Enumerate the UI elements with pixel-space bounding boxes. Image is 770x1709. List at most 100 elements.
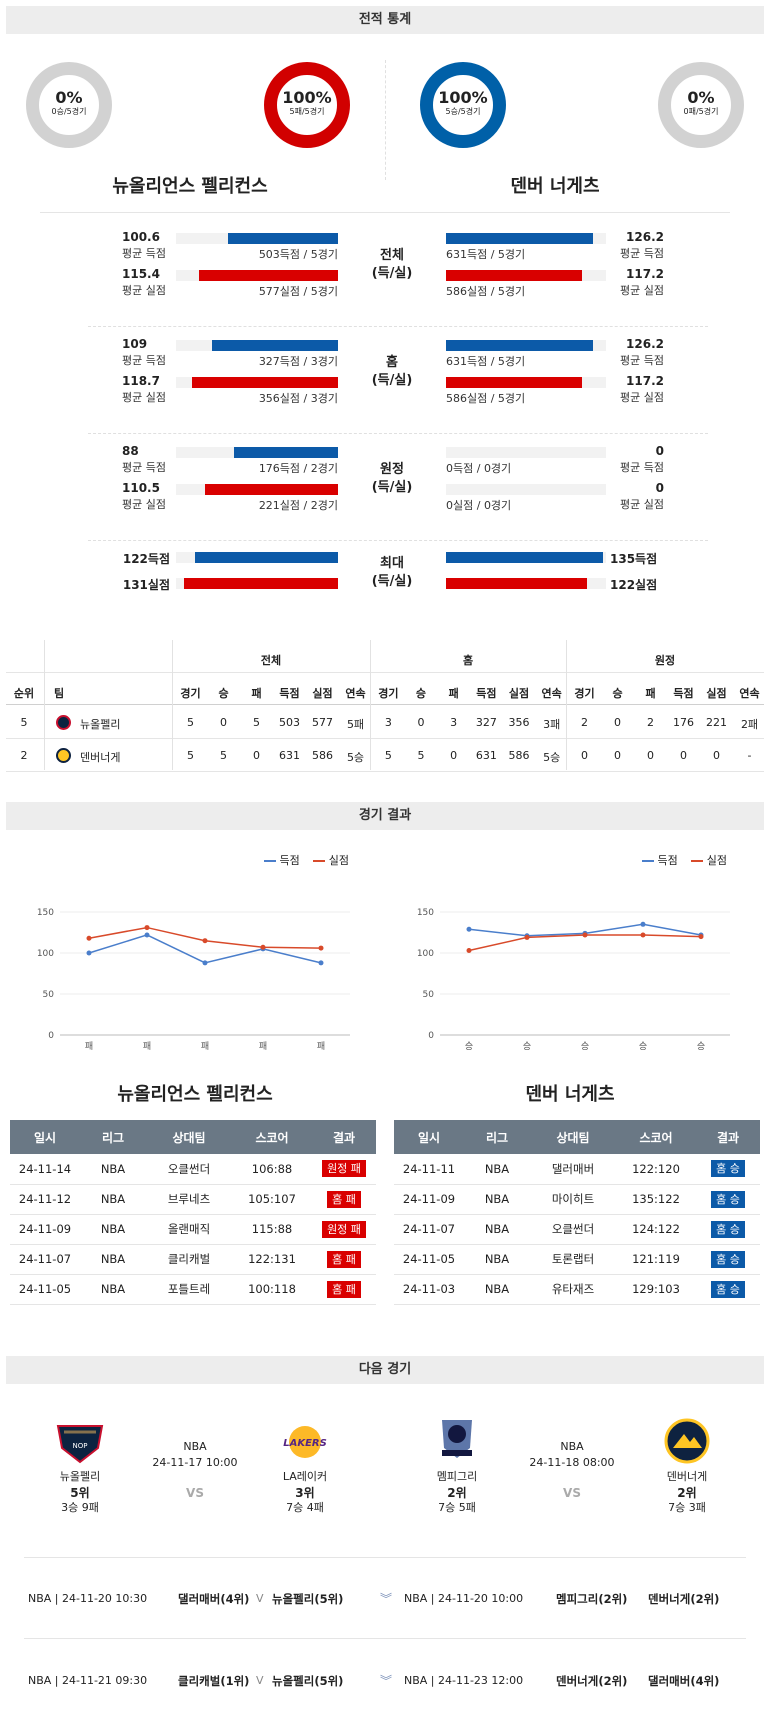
table-row[interactable]: 24-11-12 NBA 브루네츠 105:107 홈 패 <box>10 1184 376 1215</box>
stat-left-detail: 327득점 / 3경기 <box>258 355 338 368</box>
bar-score-left <box>234 447 338 458</box>
divider <box>172 640 173 770</box>
section-header-next: 다음 경기 <box>6 1356 764 1384</box>
result-league: NBA <box>80 1184 146 1215</box>
rank-cell: 0 <box>253 749 260 762</box>
result-score: 122:131 <box>232 1244 312 1275</box>
divider <box>24 1638 746 1639</box>
table-row[interactable]: 24-11-03 NBA 유타재즈 129:103 홈 승 <box>394 1274 760 1305</box>
future2-right-b: 댈러매버(4위) <box>648 1674 720 1688</box>
data-point-score[interactable] <box>466 926 472 932</box>
data-point-score[interactable] <box>202 960 208 966</box>
rank-col-header: 연속 <box>345 687 366 700</box>
team-name-away: 덴버 너게츠 <box>510 176 600 197</box>
stat-right-detail: 586실점 / 5경기 <box>446 285 526 298</box>
table-row[interactable]: 24-11-05 NBA 포틀트레 100:118 홈 패 <box>10 1274 376 1305</box>
nuggets-logo-icon <box>664 1418 710 1464</box>
result-league: NBA <box>80 1274 146 1305</box>
rank-col-header: 패 <box>645 687 656 700</box>
future1-right-info: NBA | 24-11-20 10:00 <box>404 1592 524 1605</box>
result-opp: 오클썬더 <box>146 1154 232 1185</box>
rank-col-header: 연속 <box>739 687 760 700</box>
max-left-value: 131실점 <box>122 578 170 592</box>
result-date: 24-11-11 <box>394 1154 464 1185</box>
data-point-score[interactable] <box>144 932 150 938</box>
stat-right-detail: 586실점 / 5경기 <box>446 392 526 405</box>
result-badge: 홈 패 <box>327 1280 361 1298</box>
stat-left-value: 118.7 <box>122 374 160 388</box>
result-league: NBA <box>464 1214 530 1245</box>
stat-right-detail: 0득점 / 0경기 <box>446 462 512 475</box>
y-tick-label: 150 <box>37 908 54 918</box>
data-point-allowed[interactable] <box>582 932 588 938</box>
divider <box>88 540 708 541</box>
data-point-score[interactable] <box>640 921 646 927</box>
divider <box>88 326 708 327</box>
rank-col-rank: 순위 <box>13 687 35 700</box>
data-point-score[interactable] <box>318 960 324 966</box>
stat-right-label: 평균 득점 <box>620 461 664 474</box>
result-cell: 홈 승 <box>696 1184 760 1215</box>
y-tick-label: 150 <box>417 908 434 918</box>
next2-team2-rank: 2위 <box>677 1486 697 1500</box>
rank-cell: 0 <box>581 749 588 762</box>
table-row[interactable]: 24-11-07 NBA 오클썬더 124:122 홈 승 <box>394 1214 760 1245</box>
donut-pct: 100% <box>438 88 488 107</box>
rank-cell: 631 <box>279 749 300 762</box>
stat-left-value: 100.6 <box>122 230 160 244</box>
rank-col-header: 경기 <box>180 687 201 700</box>
table-row[interactable]: 24-11-07 NBA 클리캐벌 122:131 홈 패 <box>10 1244 376 1275</box>
y-tick-label: 0 <box>428 1031 434 1041</box>
rank-cell: 3 <box>450 716 458 729</box>
rank-cell: 5 <box>253 716 260 729</box>
chevron-down-icon[interactable]: ︾ <box>380 1674 393 1688</box>
result-opp: 토론랩터 <box>530 1244 616 1275</box>
table-row[interactable]: 24-11-05 NBA 토론랩터 121:119 홈 승 <box>394 1244 760 1275</box>
svg-text:NOP: NOP <box>73 1442 88 1450</box>
data-point-allowed[interactable] <box>466 948 472 954</box>
data-point-allowed[interactable] <box>318 945 324 951</box>
result-league: NBA <box>464 1274 530 1305</box>
bar-score-right <box>446 340 593 351</box>
bar-allowed-left <box>205 484 338 495</box>
chevron-down-icon[interactable]: ︾ <box>380 1592 393 1606</box>
table-row[interactable]: 24-11-14 NBA 오클썬더 106:88 원정 패 <box>10 1154 376 1185</box>
data-point-allowed[interactable] <box>260 944 266 950</box>
stat-category-sub: (득/실) <box>371 266 413 281</box>
table-row[interactable]: 24-11-09 NBA 올랜매직 115:88 원정 패 <box>10 1214 376 1245</box>
bar-track <box>446 484 606 495</box>
future2-left-sep: V <box>256 1674 264 1687</box>
result-league: NBA <box>80 1244 146 1275</box>
stat-right-detail: 0실점 / 0경기 <box>446 499 512 512</box>
data-point-allowed[interactable] <box>524 934 530 940</box>
data-point-allowed[interactable] <box>698 934 704 940</box>
result-score: 124:122 <box>616 1214 696 1245</box>
bar-max-allowed-right <box>446 578 587 589</box>
table-row[interactable]: 24-11-11 NBA 댈러매버 122:120 홈 승 <box>394 1154 760 1185</box>
rank-col-header: 득점 <box>673 687 694 700</box>
rank-cell: 0 <box>450 749 458 762</box>
result-badge: 홈 승 <box>711 1160 745 1178</box>
stat-left-label: 평균 득점 <box>122 461 166 474</box>
data-point-allowed[interactable] <box>86 935 92 941</box>
next1-time: 24-11-17 10:00 <box>152 1456 238 1469</box>
result-score: 129:103 <box>616 1274 696 1305</box>
rank-col-header: 실점 <box>706 687 727 700</box>
result-date: 24-11-03 <box>394 1274 464 1305</box>
future1-left-a: 댈러매버(4위) <box>178 1592 250 1606</box>
next1-vs: VS <box>186 1486 204 1500</box>
rank-cell: 0 <box>680 749 687 762</box>
data-point-score[interactable] <box>86 950 92 956</box>
table-row[interactable]: 24-11-09 NBA 마이히트 135:122 홈 승 <box>394 1184 760 1215</box>
data-point-allowed[interactable] <box>640 932 646 938</box>
data-point-allowed[interactable] <box>144 925 150 931</box>
stat-right-value: 0 <box>655 444 664 458</box>
stat-right-value: 117.2 <box>626 267 664 281</box>
stat-right-value: 0 <box>655 481 664 495</box>
rank-team-name[interactable]: 덴버너게 <box>80 751 121 764</box>
rank-col-header: 승 <box>415 687 427 700</box>
data-point-allowed[interactable] <box>202 938 208 944</box>
results-team-home: 뉴올리언스 펠리컨스 <box>117 1084 273 1105</box>
next1-team2-name: LA레이커 <box>282 1470 328 1483</box>
rank-team-name[interactable]: 뉴올펠리 <box>80 718 121 731</box>
